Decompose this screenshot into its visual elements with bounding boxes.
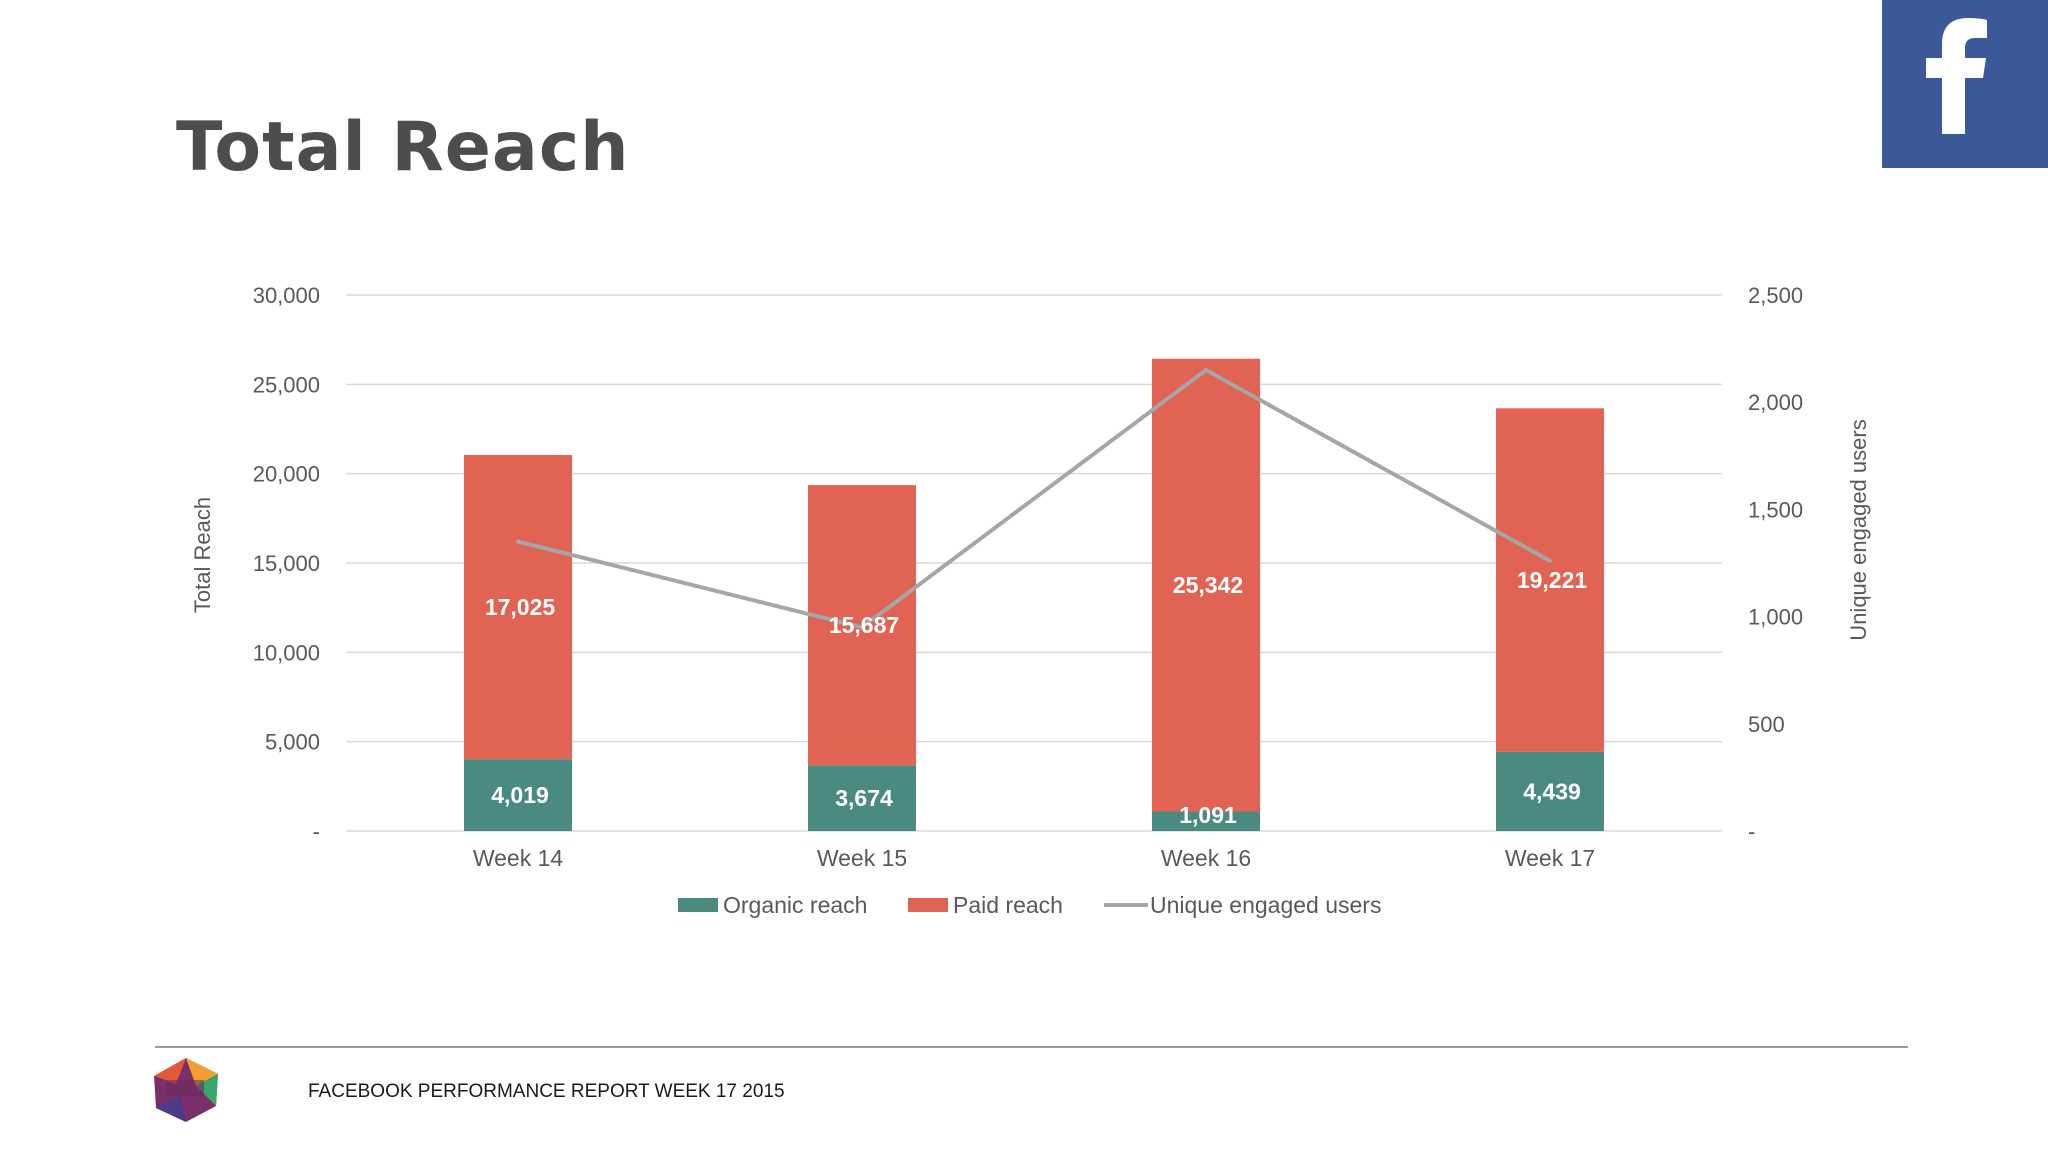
report-footer-label: FACEBOOK PERFORMANCE REPORT WEEK 17 2015 (308, 1081, 785, 1102)
left-axis-tick-label: 15,000 (253, 551, 320, 576)
engaged-users-line (516, 368, 1552, 630)
organic-reach-data-label: 3,674 (835, 785, 893, 811)
gridlines (346, 294, 1722, 832)
paid-reach-bar (464, 455, 572, 760)
total-reach-chart: 17,025 4,019 15,687 3,674 25,342 1,091 19,221 4… (190, 283, 1871, 918)
right-axis-tick-label: 2,500 (1748, 283, 1803, 308)
footer-divider (155, 1046, 1908, 1048)
organic-reach-bar (1496, 751, 1604, 831)
right-axis-tick-label: 1,500 (1748, 497, 1803, 522)
legend-paid-reach-label: Paid reach (953, 892, 1063, 918)
legend-unique-engaged-users-label: Unique engaged users (1150, 892, 1381, 918)
left-axis-tick-label: 20,000 (253, 462, 320, 487)
left-axis-tick-label: 5,000 (265, 730, 320, 755)
left-axis-tick-label: 25,000 (253, 372, 320, 397)
legend-organic-reach-label: Organic reach (723, 892, 867, 918)
legend-paid-reach-swatch (908, 898, 948, 912)
right-axis-tick-label: 2,000 (1748, 390, 1803, 415)
paid-reach-data-label: 19,221 (1517, 567, 1588, 593)
organic-reach-data-label: 4,019 (491, 782, 549, 808)
legend-organic-reach-swatch (678, 898, 718, 912)
paid-reach-data-label: 15,687 (829, 612, 899, 638)
organic-reach-data-label: 1,091 (1179, 802, 1237, 828)
left-axis-tick-label: - (313, 819, 320, 844)
left-axis-tick-label: 30,000 (253, 283, 320, 308)
unique-engaged-users-line (517, 368, 1551, 630)
right-axis-title: Unique engaged users (1846, 419, 1871, 640)
facebook-f-icon (1926, 18, 1987, 134)
category-label: Week 15 (817, 845, 907, 871)
right-axis-tick-label: 1,000 (1748, 605, 1803, 630)
data-labels: 17,025 4,019 15,687 3,674 25,342 1,091 19,221 4… (485, 567, 1588, 828)
bars (464, 358, 1604, 831)
chart-legend: Organic reach Paid reach Unique engaged us… (678, 892, 1381, 918)
right-axis-tick-label: - (1748, 819, 1755, 844)
organic-reach-bar (1152, 811, 1260, 831)
category-label: Week 14 (473, 845, 564, 871)
axes: - 5,000 10,000 15,000 20,000 25,000 30,000 - 500… (190, 283, 1871, 871)
facebook-icon (1882, 0, 2048, 168)
organic-reach-bar (808, 765, 916, 831)
paid-reach-data-label: 17,025 (485, 594, 556, 620)
left-axis-title: Total Reach (190, 497, 215, 613)
unique-engaged-users-point (1204, 368, 1208, 373)
organic-reach-data-label: 4,439 (1523, 778, 1581, 804)
paid-reach-bar (1496, 408, 1604, 752)
right-axis-tick-label: 500 (1748, 712, 1785, 737)
social-status-logo (154, 1058, 218, 1122)
organic-reach-bar (464, 759, 572, 831)
unique-engaged-users-point (516, 539, 520, 544)
category-label: Week 17 (1505, 845, 1595, 871)
paid-reach-bar (1152, 358, 1260, 812)
paid-reach-data-label: 25,342 (1173, 572, 1243, 598)
left-axis-tick-label: 10,000 (253, 640, 320, 665)
slide-title: Total Reach (176, 108, 630, 187)
category-label: Week 16 (1161, 845, 1251, 871)
unique-engaged-users-point (860, 625, 864, 630)
unique-engaged-users-point (1548, 558, 1552, 563)
